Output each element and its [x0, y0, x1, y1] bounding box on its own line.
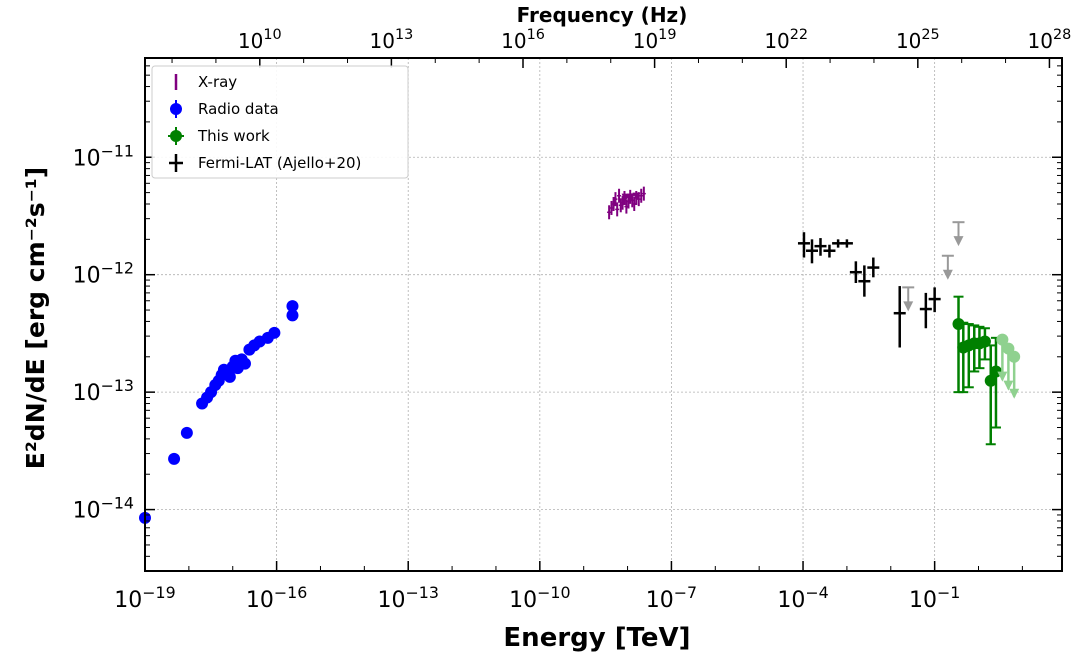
legend: X-ray Radio data This work Fermi-LAT (Ajell… — [151, 65, 409, 179]
radio-point — [268, 326, 281, 339]
this-work-ul-point — [1008, 350, 1021, 363]
this-work-ul-head — [1009, 388, 1020, 399]
y-tick-label: 10−12 — [73, 259, 134, 289]
legend-label: Radio data — [198, 100, 279, 118]
legend-marker-circle — [170, 103, 182, 115]
y-tick-label: 10−11 — [73, 141, 134, 171]
radio-point — [286, 309, 299, 322]
legend-label: Fermi-LAT (Ajello+20) — [198, 154, 361, 172]
legend-box — [151, 65, 409, 179]
x2-axis-title: Frequency (Hz) — [517, 3, 688, 27]
y-tick-label: 10−14 — [73, 494, 134, 524]
fermi-upper-limit — [941, 254, 954, 280]
radio-point — [238, 357, 251, 370]
axes: 10−19 10−16 10−13 10−10 10−7 10−4 10−1 1010 1013… — [73, 27, 1072, 613]
xray-upper-limit — [621, 193, 630, 202]
x-tick-label: 10−19 — [114, 583, 175, 613]
x-tick-label: 10−13 — [378, 583, 439, 613]
this-work-ul-point — [996, 333, 1009, 346]
x-tick-label: 10−1 — [909, 583, 960, 613]
x2-tick-label: 1028 — [1028, 27, 1072, 53]
legend-label: This work — [197, 127, 270, 145]
fermi-upper-limit — [952, 221, 965, 247]
grid-lines — [144, 58, 1062, 571]
upper-limit-head — [953, 236, 964, 247]
plot-frame — [144, 57, 1063, 572]
radio-point — [223, 370, 236, 383]
upper-limit-head — [942, 269, 953, 280]
radio-point — [168, 452, 181, 465]
radio-point — [180, 426, 193, 439]
x2-tick-label: 1016 — [501, 27, 545, 53]
this-work-ul-head — [1003, 380, 1014, 391]
x-tick-label: 10−10 — [509, 583, 570, 613]
fermi-upper-limit — [902, 286, 915, 312]
x-tick-label: 10−16 — [246, 583, 307, 613]
x2-tick-label: 1025 — [896, 27, 940, 53]
this-work-ul-head — [997, 371, 1008, 382]
this-work-point — [952, 318, 965, 331]
legend-label: X-ray — [198, 73, 237, 91]
x2-tick-label: 1013 — [370, 27, 414, 53]
upper-limit-head — [903, 301, 914, 312]
radio-point — [286, 300, 299, 313]
x-tick-label: 10−7 — [646, 583, 697, 613]
x2-tick-label: 1022 — [764, 27, 808, 53]
xray-upper-limit — [627, 193, 636, 202]
legend-marker-circle — [170, 130, 182, 142]
x-tick-label: 10−4 — [777, 583, 828, 613]
x2-tick-label: 1019 — [633, 27, 677, 53]
this-work-point — [984, 374, 997, 387]
y-tick-label: 10−13 — [73, 376, 134, 406]
xray-upper-limit — [632, 192, 641, 201]
data-layer — [139, 186, 1021, 524]
y-axis-title: E²dN/dE [erg cm⁻²s⁻¹] — [21, 167, 50, 469]
x2-tick-label: 1010 — [238, 27, 282, 53]
x-axis-title: Energy [TeV] — [503, 623, 690, 653]
